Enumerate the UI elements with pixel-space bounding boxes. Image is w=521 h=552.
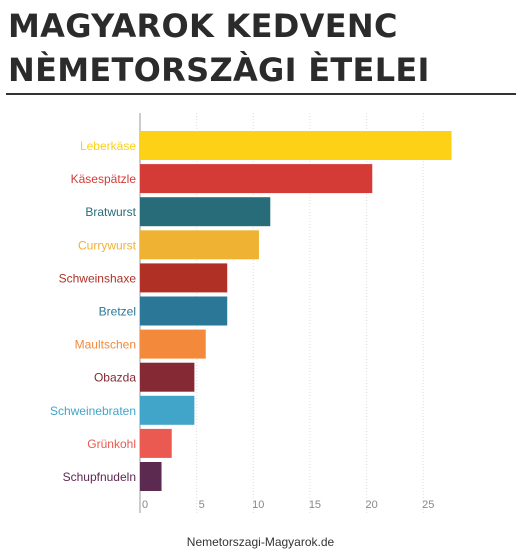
- bar: [140, 263, 228, 293]
- title-divider: [6, 93, 516, 95]
- x-tick-label: 5: [199, 499, 205, 511]
- bar: [140, 131, 452, 160]
- source-footer: Nemetorszagi-Magyarok.de: [186, 535, 335, 549]
- bar: [140, 230, 259, 260]
- x-tick-label: 10: [252, 499, 264, 511]
- bar: [140, 296, 228, 326]
- bar-chart: Leberkäse Käsespätzle Bratwurst Currywurst S…: [50, 113, 452, 513]
- category-label: Bretzel: [99, 305, 136, 319]
- bar: [140, 395, 195, 425]
- category-label: Schweinebraten: [50, 404, 136, 418]
- x-tick-label: 25: [422, 499, 434, 511]
- bar: [140, 462, 162, 491]
- category-label: Bratwurst: [85, 205, 136, 219]
- bar: [140, 329, 206, 359]
- bar: [140, 428, 172, 458]
- category-label: Käsespätzle: [71, 172, 137, 186]
- bar: [140, 362, 195, 392]
- bars: [140, 131, 452, 491]
- chart-title: MAGYAROK KEDVENC NÈMETORSZÀGI ÈTELEI: [8, 4, 513, 92]
- x-tick-label: 0: [142, 499, 148, 511]
- chart-title-line-2: NÈMETORSZÀGI ÈTELEI: [8, 51, 430, 89]
- category-labels: Leberkäse Käsespätzle Bratwurst Currywurst S…: [50, 139, 137, 484]
- category-label: Currywurst: [78, 238, 137, 252]
- chart-title-line-1: MAGYAROK KEDVENC: [8, 7, 398, 45]
- category-label: Obazda: [94, 371, 136, 385]
- bar: [140, 197, 271, 227]
- category-label: Leberkäse: [80, 139, 136, 153]
- category-label: Maultschen: [75, 338, 136, 352]
- category-label: Schupfnudeln: [63, 470, 136, 484]
- x-axis-ticks: 0 5 10 15 20 25: [142, 499, 434, 511]
- x-tick-label: 15: [309, 499, 321, 511]
- category-label: Schweinshaxe: [59, 271, 137, 285]
- bar: [140, 164, 373, 194]
- category-label: Grünkohl: [87, 437, 136, 451]
- x-tick-label: 20: [365, 499, 377, 511]
